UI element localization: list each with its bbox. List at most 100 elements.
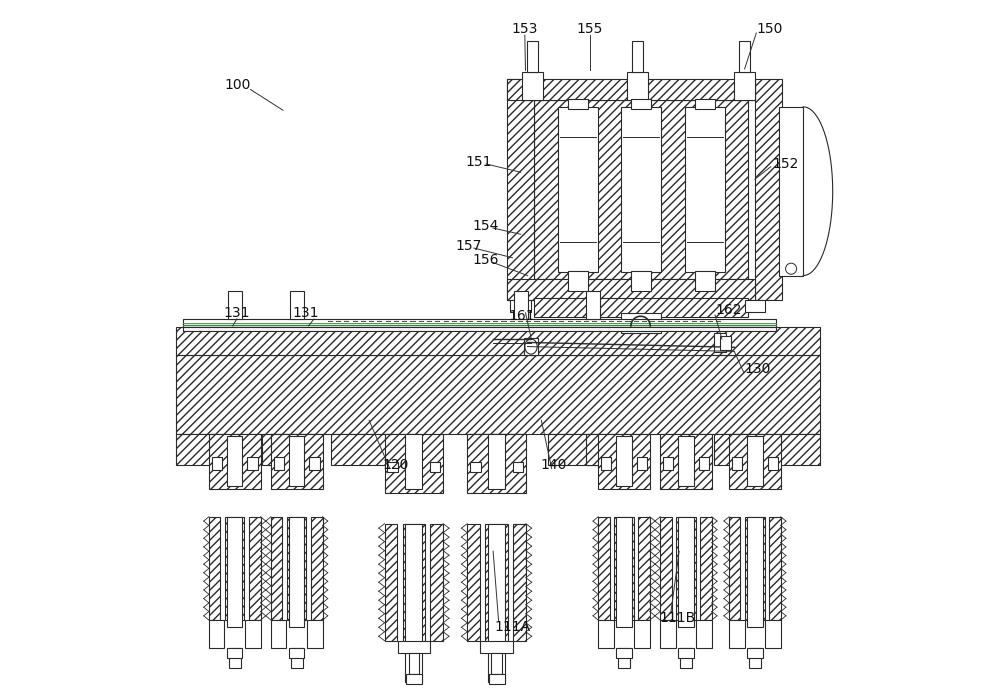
- Bar: [470, 462, 481, 472]
- Bar: [614, 517, 634, 620]
- Bar: [676, 517, 696, 620]
- Text: 100: 100: [224, 79, 251, 92]
- Bar: [678, 517, 694, 627]
- Text: 151: 151: [466, 155, 492, 169]
- Bar: [598, 434, 650, 489]
- Bar: [769, 517, 781, 620]
- Text: 153: 153: [512, 22, 538, 36]
- Bar: [558, 107, 598, 272]
- Bar: [514, 291, 528, 319]
- Text: 152: 152: [772, 157, 799, 171]
- Bar: [507, 79, 755, 100]
- Bar: [225, 517, 244, 620]
- Text: 120: 120: [383, 458, 409, 472]
- Bar: [663, 457, 673, 470]
- Bar: [510, 300, 531, 312]
- Text: 154: 154: [472, 219, 499, 233]
- Bar: [755, 79, 782, 300]
- Bar: [176, 355, 820, 434]
- Bar: [598, 620, 614, 648]
- Bar: [485, 524, 508, 641]
- Bar: [307, 620, 323, 648]
- Text: 155: 155: [576, 22, 603, 36]
- Bar: [745, 300, 765, 312]
- Bar: [176, 327, 820, 355]
- Bar: [488, 434, 505, 489]
- Bar: [405, 524, 422, 682]
- Bar: [209, 620, 224, 648]
- Bar: [271, 620, 286, 648]
- Bar: [631, 271, 651, 291]
- Bar: [568, 271, 588, 291]
- Bar: [513, 524, 526, 641]
- Bar: [507, 79, 534, 300]
- Bar: [720, 336, 731, 350]
- Text: 156: 156: [472, 254, 499, 267]
- Bar: [534, 298, 748, 317]
- Bar: [734, 72, 755, 100]
- Bar: [467, 524, 480, 641]
- Bar: [534, 100, 748, 279]
- Bar: [491, 653, 502, 674]
- Bar: [522, 72, 543, 100]
- Text: 162: 162: [716, 303, 742, 317]
- Bar: [739, 41, 750, 72]
- Bar: [289, 517, 304, 627]
- Bar: [469, 434, 524, 465]
- Bar: [660, 517, 672, 620]
- Bar: [548, 434, 600, 465]
- Text: 157: 157: [456, 239, 482, 253]
- Bar: [660, 620, 676, 648]
- Text: 111B: 111B: [660, 611, 696, 625]
- Bar: [621, 313, 661, 333]
- Bar: [696, 620, 712, 648]
- Bar: [430, 524, 443, 641]
- Bar: [637, 457, 647, 470]
- Bar: [480, 641, 513, 653]
- Bar: [229, 648, 241, 668]
- Bar: [678, 648, 694, 658]
- Bar: [513, 462, 523, 472]
- Bar: [601, 457, 611, 470]
- Bar: [209, 517, 220, 620]
- Bar: [616, 436, 632, 486]
- Bar: [289, 648, 304, 658]
- Bar: [618, 648, 630, 668]
- Bar: [527, 41, 538, 72]
- Text: 130: 130: [745, 362, 771, 376]
- Bar: [616, 648, 632, 658]
- Bar: [291, 648, 303, 668]
- Bar: [385, 434, 443, 493]
- Bar: [568, 99, 588, 109]
- Bar: [660, 434, 712, 489]
- Bar: [627, 72, 648, 100]
- Bar: [729, 517, 740, 620]
- Bar: [274, 457, 284, 470]
- Bar: [245, 620, 261, 648]
- Bar: [699, 457, 709, 470]
- Bar: [387, 462, 398, 472]
- Bar: [290, 291, 304, 319]
- Bar: [271, 517, 282, 620]
- Bar: [398, 641, 430, 653]
- Bar: [183, 327, 776, 331]
- Bar: [403, 524, 425, 641]
- Bar: [489, 674, 505, 684]
- Bar: [212, 457, 222, 470]
- Bar: [385, 524, 397, 641]
- Bar: [695, 271, 715, 291]
- Bar: [249, 517, 261, 620]
- Text: 161: 161: [508, 309, 535, 322]
- Bar: [262, 434, 314, 465]
- Bar: [747, 517, 763, 627]
- Bar: [227, 517, 242, 627]
- Bar: [467, 434, 526, 493]
- Bar: [714, 333, 726, 352]
- Bar: [779, 434, 820, 465]
- Bar: [729, 620, 745, 648]
- Bar: [271, 434, 323, 489]
- Bar: [287, 517, 306, 620]
- Bar: [747, 648, 763, 658]
- Bar: [779, 107, 803, 276]
- Bar: [632, 41, 643, 72]
